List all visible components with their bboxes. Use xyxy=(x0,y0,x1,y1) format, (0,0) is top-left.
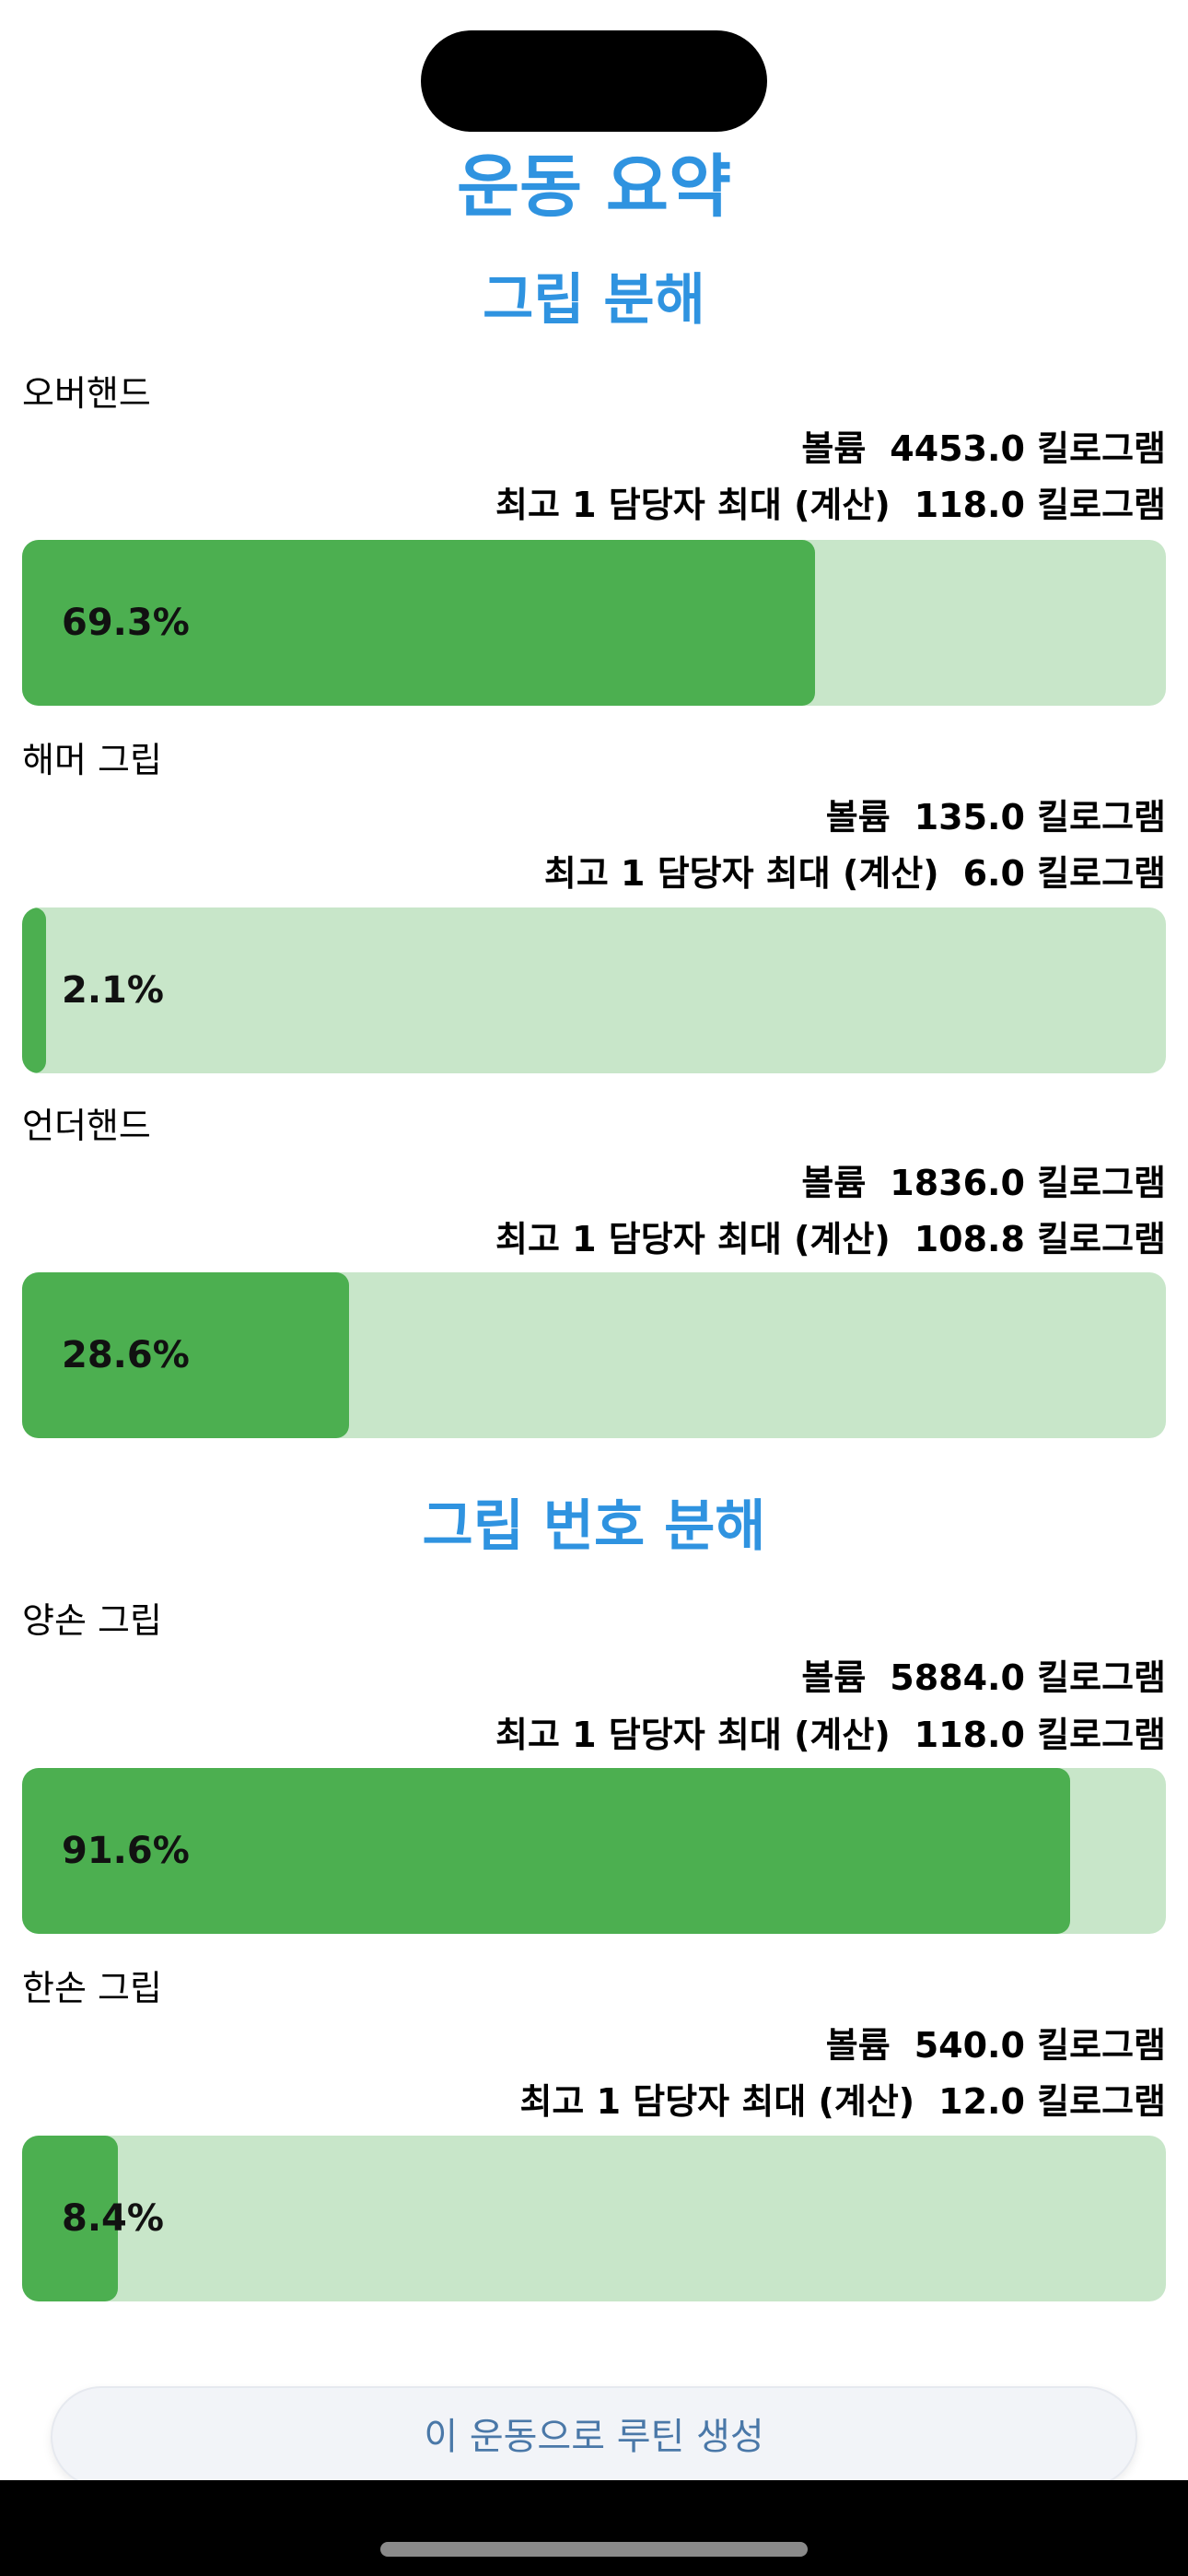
volume-label: 볼륨 xyxy=(801,428,867,469)
volume-value: 4453.0 킬로그램 xyxy=(890,428,1166,469)
volume-label: 볼륨 xyxy=(801,1657,867,1698)
progress-percent-label: 2.1% xyxy=(62,969,164,1012)
grip-item-overhand: 오버핸드 볼륨 4453.0 킬로그램 최고 1 담당자 최대 (계산) 118.0… xyxy=(22,370,1166,706)
grip-item-two-hand: 양손 그립 볼륨 5884.0 킬로그램 최고 1 담당자 최대 (계산) 118.… xyxy=(22,1598,1166,1934)
max-stat: 최고 1 담당자 최대 (계산) 108.8 킬로그램 xyxy=(495,1216,1166,1262)
max-value: 6.0 킬로그램 xyxy=(962,853,1166,894)
progress-percent-label: 8.4% xyxy=(62,2197,164,2240)
grip-name: 오버핸드 xyxy=(22,373,151,414)
max-value: 12.0 킬로그램 xyxy=(938,2081,1166,2122)
max-stat: 최고 1 담당자 최대 (계산) 6.0 킬로그램 xyxy=(544,850,1166,896)
grip-name: 한손 그립 xyxy=(22,1968,162,2008)
max-value: 118.0 킬로그램 xyxy=(914,485,1166,525)
volume-label: 볼륨 xyxy=(801,1163,867,1203)
max-stat: 최고 1 담당자 최대 (계산) 12.0 킬로그램 xyxy=(519,2078,1166,2125)
volume-stat: 볼륨 1836.0 킬로그램 xyxy=(801,1160,1166,1206)
volume-stat: 볼륨 5884.0 킬로그램 xyxy=(801,1655,1166,1701)
max-label: 최고 1 담당자 최대 (계산) xyxy=(495,1219,891,1259)
progress-bar-fill xyxy=(22,1272,349,1438)
section-title-grip-breakdown: 그립 분해 xyxy=(483,268,705,333)
max-value: 108.8 킬로그램 xyxy=(914,1219,1166,1259)
grip-item-one-hand: 한손 그립 볼륨 540.0 킬로그램 최고 1 담당자 최대 (계산) 12.0 … xyxy=(22,1965,1166,2301)
progress-bar-fill xyxy=(22,907,46,1073)
volume-value: 540.0 킬로그램 xyxy=(914,2025,1166,2066)
progress-bar: 2.1% xyxy=(22,907,1166,1073)
section-title-grip-count-breakdown: 그립 번호 분해 xyxy=(422,1494,766,1559)
page-title: 운동 요약 xyxy=(456,147,732,227)
max-label: 최고 1 담당자 최대 (계산) xyxy=(495,1715,891,1755)
progress-bar: 69.3% xyxy=(22,540,1166,706)
max-label: 최고 1 담당자 최대 (계산) xyxy=(543,853,939,894)
volume-label: 볼륨 xyxy=(825,2025,891,2066)
max-label: 최고 1 담당자 최대 (계산) xyxy=(495,485,891,525)
max-label: 최고 1 담당자 최대 (계산) xyxy=(519,2081,915,2122)
grip-name: 언더핸드 xyxy=(22,1106,151,1146)
progress-bar-fill xyxy=(22,2136,118,2301)
grip-name: 해머 그립 xyxy=(22,740,162,780)
max-stat: 최고 1 담당자 최대 (계산) 118.0 킬로그램 xyxy=(495,482,1166,528)
home-indicator-area xyxy=(0,2480,1188,2576)
progress-percent-label: 28.6% xyxy=(62,1334,190,1376)
volume-stat: 볼륨 135.0 킬로그램 xyxy=(826,794,1166,840)
progress-percent-label: 91.6% xyxy=(62,1830,190,1872)
volume-value: 135.0 킬로그램 xyxy=(914,797,1166,837)
volume-value: 5884.0 킬로그램 xyxy=(890,1657,1166,1698)
volume-label: 볼륨 xyxy=(825,797,891,837)
volume-stat: 볼륨 540.0 킬로그램 xyxy=(826,2022,1166,2068)
volume-stat: 볼륨 4453.0 킬로그램 xyxy=(801,426,1166,472)
create-routine-button[interactable]: 이 운동으로 루틴 생성 xyxy=(51,2386,1137,2488)
progress-bar: 8.4% xyxy=(22,2136,1166,2301)
progress-bar: 28.6% xyxy=(22,1272,1166,1438)
progress-percent-label: 69.3% xyxy=(62,602,190,644)
home-indicator[interactable] xyxy=(380,2542,808,2557)
dynamic-island xyxy=(421,30,767,132)
max-stat: 최고 1 담당자 최대 (계산) 118.0 킬로그램 xyxy=(495,1712,1166,1758)
volume-value: 1836.0 킬로그램 xyxy=(890,1163,1166,1203)
grip-item-underhand: 언더핸드 볼륨 1836.0 킬로그램 최고 1 담당자 최대 (계산) 108.8… xyxy=(22,1103,1166,1438)
progress-bar-fill xyxy=(22,540,815,706)
progress-bar-fill xyxy=(22,1768,1070,1934)
progress-bar: 91.6% xyxy=(22,1768,1166,1934)
grip-item-hammer: 해머 그립 볼륨 135.0 킬로그램 최고 1 담당자 최대 (계산) 6.0 킬… xyxy=(22,737,1166,1073)
grip-name: 양손 그립 xyxy=(22,1600,162,1641)
max-value: 118.0 킬로그램 xyxy=(914,1715,1166,1755)
